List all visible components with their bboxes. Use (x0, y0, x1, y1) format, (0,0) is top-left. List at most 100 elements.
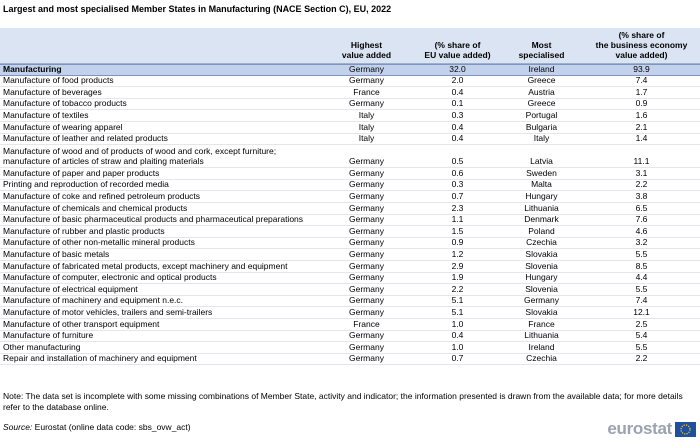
data-row: Manufacture of coke and refined petroleu… (0, 191, 700, 203)
cell: France (353, 86, 380, 97)
header-cell: (% share of the business economy value a… (595, 30, 688, 60)
cell: 5.5 (635, 283, 648, 294)
cell: 5.5 (635, 248, 648, 259)
data-row: Manufacture of fabricated metal products… (0, 261, 700, 273)
cell: Denmark (524, 214, 559, 225)
cell: Czechia (526, 237, 557, 248)
cell: 0.5 (451, 156, 464, 167)
cell: 3.8 (635, 190, 648, 201)
source: Source: Eurostat (online data code: sbs_… (3, 422, 191, 432)
cell: Germany (349, 330, 384, 341)
row-label: Manufacture of food products (3, 75, 114, 86)
cell: 1.1 (451, 214, 464, 225)
cell: 2.2 (635, 353, 648, 364)
cell: 1.0 (451, 318, 464, 329)
row-label: Manufacture of wearing apparel (3, 121, 123, 132)
cell: Latvia (530, 156, 553, 167)
row-label: Manufacture of machinery and equipment n… (3, 295, 184, 306)
row-label: Manufacture of coke and refined petroleu… (3, 190, 201, 201)
cell: 5.1 (451, 295, 464, 306)
data-row: Manufacture of machinery and equipment n… (0, 296, 700, 308)
header-cell: Most specialised (518, 40, 565, 60)
cell: 2.5 (635, 318, 648, 329)
data-row: Manufacture of beverages France 0.4 Austria… (0, 87, 700, 99)
cell: Germany (349, 295, 384, 306)
cell: Greece (527, 98, 556, 109)
title: Largest and most specialised Member Stat… (3, 4, 392, 14)
data-row: Manufacture of rubber and plastic produc… (0, 226, 700, 238)
data-row: Manufacture of tobacco products Germany 0.… (0, 99, 700, 111)
cell: Ireland (528, 341, 555, 352)
data-row: Manufacture of food products Germany 2.0 Gr… (0, 75, 700, 88)
row-label: Manufacture of rubber and plastic produc… (3, 225, 165, 236)
cell: Germany (349, 353, 384, 364)
data-row: Manufacture of wood and of products of w… (0, 145, 700, 169)
row-label: Manufacture of other transport equipment (3, 318, 160, 329)
cell: 1.2 (451, 248, 464, 259)
cell: Germany (349, 98, 384, 109)
row-label: Manufacture of wood and of products of w… (3, 146, 277, 167)
source-label: Source: (3, 422, 33, 432)
row-label: Manufacture of basic pharmaceutical prod… (3, 214, 304, 225)
cell: Malta (531, 179, 552, 190)
cell: Germany (349, 167, 384, 178)
cell: Germany (349, 341, 384, 352)
data-row: Manufacture of computer, electronic and … (0, 272, 700, 285)
row-label: Manufacture of beverages (3, 86, 102, 97)
cell: 2.0 (451, 75, 464, 86)
cell: 1.4 (635, 133, 648, 144)
data-row: Repair and installation of machinery and… (0, 354, 700, 366)
cell: 0.4 (451, 133, 464, 144)
cell: Bulgaria (525, 121, 558, 132)
total-row: Manufacturing Germany 32.0 Ireland 93.9 (0, 64, 700, 76)
header-cell: (% share of EU value added) (424, 40, 491, 60)
flag-bg (675, 422, 696, 437)
data-row: Manufacture of chemicals and chemical pr… (0, 203, 700, 215)
cell: Sweden (526, 167, 557, 178)
cell: Germany (349, 260, 384, 271)
cell: 0.9 (451, 237, 464, 248)
cell: 1.6 (635, 109, 648, 120)
cell: Slovakia (525, 306, 558, 317)
cell: 7.4 (635, 75, 648, 86)
cell: Germany (349, 179, 384, 190)
cell: 0.3 (451, 179, 464, 190)
cell: 2.2 (635, 179, 648, 190)
cell: Germany (349, 237, 384, 248)
row-label: Manufacture of electrical equipment (3, 283, 138, 294)
cell: Germany (349, 214, 384, 225)
row-label: Manufacture of fabricated metal products… (3, 260, 288, 271)
row-label: Manufacture of leather and related produ… (3, 133, 168, 144)
data-row: Manufacture of basic pharmaceutical prod… (0, 214, 700, 227)
data-row: Manufacture of wearing apparel Italy 0.4 Bu… (0, 122, 700, 134)
row-label: Other manufacturing (3, 341, 81, 352)
cell: Germany (349, 75, 384, 86)
cell: Germany (349, 248, 384, 259)
cell: 0.4 (451, 121, 464, 132)
cell: Italy (358, 133, 375, 144)
cell: Czechia (526, 353, 557, 364)
cell: Poland (528, 225, 555, 236)
row-label: Manufacture of textiles (3, 109, 89, 120)
cell: Ireland (528, 63, 555, 74)
cell: 0.6 (451, 167, 464, 178)
cell: 0.7 (451, 190, 464, 201)
cell: Germany (349, 156, 384, 167)
cell: Italy (358, 121, 375, 132)
cell: Greece (527, 75, 556, 86)
cell: 2.1 (635, 121, 648, 132)
source-text: Eurostat (online data code: sbs_ovw_act) (34, 422, 191, 432)
row-label: Manufacturing (3, 63, 62, 74)
logo: eurostat (607, 419, 672, 438)
data-row: Other manufacturing Germany 1.0 Ireland 5.5 (0, 342, 700, 354)
cell: 11.1 (633, 156, 650, 167)
cell: 0.4 (451, 330, 464, 341)
flag-stars (680, 424, 691, 435)
cell: 7.6 (635, 214, 648, 225)
cell: Slovakia (525, 248, 558, 259)
cell: Germany (349, 202, 384, 213)
note: Note: The data set is incomplete with so… (3, 391, 683, 412)
cell: Germany (349, 225, 384, 236)
cell: 1.7 (635, 86, 648, 97)
